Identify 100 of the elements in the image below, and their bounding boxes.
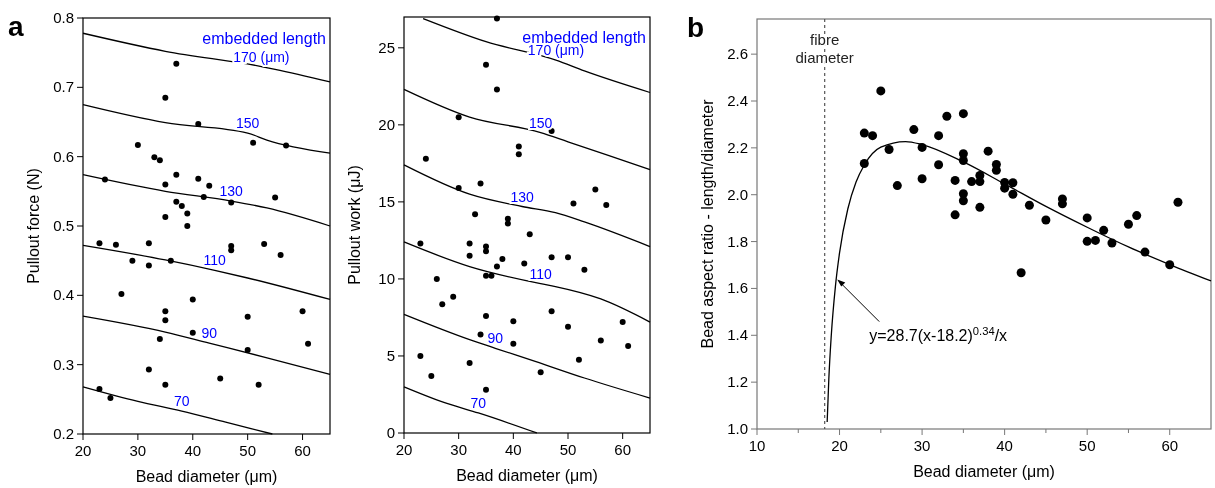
point [112, 241, 119, 248]
x-tick-label: 50 [559, 441, 577, 458]
point [129, 257, 136, 264]
y-axis-title: Bead aspect ratio - length/diameter [699, 98, 716, 349]
point [455, 114, 462, 121]
x-tick-label: 30 [450, 441, 468, 458]
y-axis-title: Pullout work (μJ) [346, 165, 363, 285]
chart-title: a [8, 11, 24, 42]
series-label: 90 [201, 325, 218, 342]
point [156, 336, 163, 343]
point [975, 202, 985, 212]
point [537, 369, 544, 376]
point [466, 240, 473, 247]
point [983, 146, 993, 156]
point [1123, 219, 1133, 229]
point [134, 141, 141, 148]
point [1099, 225, 1109, 235]
y-tick-label: 1.6 [727, 279, 748, 297]
point [504, 220, 511, 227]
point [868, 131, 878, 141]
y-tick-label: 0.5 [53, 217, 74, 234]
series-label: 150 [528, 114, 553, 131]
point [162, 213, 169, 220]
series-label: 170 (μm) [233, 48, 290, 65]
series-label: 150 [235, 115, 260, 132]
point [1090, 235, 1100, 245]
point [145, 366, 152, 373]
point [581, 266, 588, 273]
point [504, 215, 511, 222]
ref-line-label: fibre diameter [795, 31, 854, 66]
point [958, 189, 968, 199]
y-tick-label: 0.3 [53, 355, 74, 373]
x-tick-label: 40 [504, 441, 522, 458]
point [422, 155, 429, 162]
point [483, 61, 489, 68]
point [250, 139, 257, 146]
point [570, 200, 577, 207]
point [255, 381, 262, 388]
series-label: 130 [510, 188, 534, 205]
point [934, 160, 944, 170]
x-tick-label: 60 [614, 441, 632, 458]
series-label: 130 [219, 183, 244, 200]
y-tick-label: 1.4 [727, 326, 748, 344]
x-tick-label: 60 [1161, 437, 1179, 454]
y-tick-label: 1.8 [727, 232, 748, 250]
point [178, 202, 185, 209]
point [305, 340, 312, 347]
y-tick-label: 5 [386, 346, 395, 364]
point [592, 186, 599, 193]
point [417, 352, 424, 359]
point [277, 252, 284, 259]
point [1132, 211, 1142, 221]
x-axis-title: Bead diameter (μm) [456, 467, 598, 484]
series-label: 70 [470, 394, 487, 411]
point [958, 196, 968, 206]
point [934, 131, 944, 141]
point [184, 223, 191, 229]
point [603, 201, 610, 208]
point [510, 318, 517, 325]
x-tick-label: 50 [1078, 437, 1096, 454]
point [515, 151, 522, 158]
y-tick-label: 2.4 [727, 92, 748, 109]
point [483, 272, 489, 279]
point [145, 262, 152, 269]
point [510, 340, 517, 347]
chart-title: b [687, 12, 705, 43]
y-tick-label: 0.7 [53, 78, 74, 96]
x-tick-label: 60 [294, 442, 311, 459]
point [1024, 200, 1034, 210]
point [548, 254, 555, 261]
point [173, 60, 180, 67]
point [967, 177, 977, 187]
point [958, 109, 968, 119]
y-tick-label: 0.2 [53, 425, 74, 442]
point [439, 301, 446, 308]
point [151, 154, 158, 161]
point [173, 171, 180, 178]
point [483, 312, 489, 319]
x-tick-label: 30 [913, 437, 931, 454]
y-tick-label: 10 [378, 269, 395, 287]
point [942, 111, 952, 121]
point [1082, 213, 1092, 223]
point [417, 240, 424, 247]
point [466, 252, 473, 259]
point [244, 313, 251, 320]
y-axis-title: Pullout force (N) [25, 168, 42, 284]
point [975, 177, 985, 187]
point [228, 247, 235, 254]
point [1082, 236, 1092, 246]
x-tick-label: 20 [831, 437, 848, 454]
point [1016, 268, 1026, 278]
point [1008, 189, 1018, 199]
point [493, 86, 500, 93]
point [162, 94, 169, 101]
point [499, 255, 506, 262]
point [162, 308, 169, 315]
point [162, 317, 169, 324]
x-axis-title: Bead diameter (μm) [913, 463, 1055, 480]
point [107, 394, 114, 401]
point [950, 210, 960, 220]
